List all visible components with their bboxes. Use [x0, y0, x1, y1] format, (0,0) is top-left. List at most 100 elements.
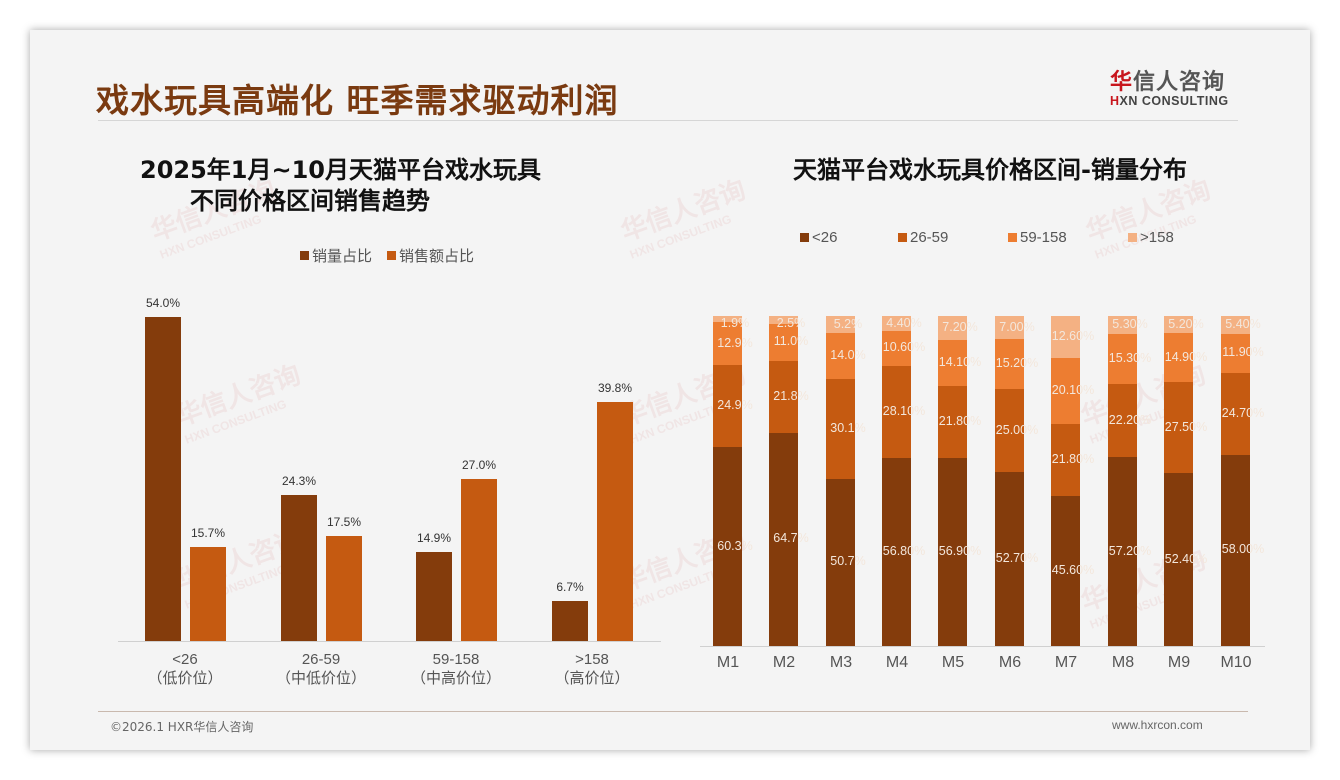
stacked-bar[interactable]: 56.80% 28.10% 10.60% 4.40% [882, 316, 925, 646]
bar-volume[interactable] [281, 495, 317, 641]
category-label: 59-158 （中高价位） [396, 650, 516, 688]
stacked-bar[interactable]: 52.70% 25.00% 15.20% 7.00% [995, 316, 1038, 646]
legend-item-59-158: 59-158 [1008, 229, 1128, 246]
bar-segment: 5.40% [1221, 316, 1261, 334]
segment-value-label: 56.80% [882, 544, 926, 559]
category-label: <26 （低价位） [125, 650, 245, 688]
month-label: M4 [885, 654, 909, 671]
bar-sales[interactable] [461, 479, 497, 641]
category-sub: （高价位） [554, 670, 630, 687]
segment-value-label: 28.10% [882, 403, 926, 418]
stacked-bar[interactable]: 60.3% 24.9% 12.9% 1.9% [713, 316, 753, 646]
bar-volume[interactable] [552, 600, 588, 641]
segment-value-label: 12.60% [1051, 328, 1095, 343]
x-axis [700, 646, 1265, 647]
segment-value-label: 52.40% [1164, 551, 1208, 566]
month-label: M7 [1054, 654, 1078, 671]
segment-value-label: 2.5% [776, 316, 806, 330]
segment-value-label: 57.20% [1108, 543, 1152, 558]
legend-label: 销售额占比 [399, 248, 475, 265]
watermark: 华信人咨询 HXN CONSULTING [170, 354, 310, 447]
bar-segment: 64.7% [769, 432, 809, 646]
stacked-bar[interactable]: 57.20% 22.20% 15.30% 5.30% [1108, 316, 1151, 646]
segment-value-label: 20.10% [1051, 382, 1095, 397]
bar-volume[interactable] [416, 551, 452, 641]
left-chart-title-line1: 2025年1月~10月天猫平台戏水玩具 [140, 156, 542, 184]
bar-sales[interactable] [190, 546, 226, 641]
x-axis [118, 641, 661, 642]
bar-segment: 5.2% [826, 316, 862, 334]
bar-segment: 4.40% [882, 316, 922, 331]
bar-volume[interactable] [145, 317, 181, 641]
right-chart-legend: <26 26-59 59-158 >158 [800, 229, 1174, 246]
month-label: M10 [1220, 654, 1252, 671]
bar-value-label: 6.7% [556, 579, 584, 594]
segment-value-label: 7.00% [999, 319, 1035, 334]
month-label: M1 [716, 654, 740, 671]
logo-cn-text: 信人咨询 [1133, 70, 1226, 95]
watermark-en: HXN CONSULTING [1087, 581, 1194, 632]
bar-segment: 7.00% [995, 316, 1035, 340]
legend-swatch [1128, 233, 1137, 242]
bar-segment: 11.0% [769, 324, 808, 361]
segment-value-label: 14.0% [830, 348, 866, 363]
legend-item-26-59: 26-59 [898, 229, 1008, 246]
bar-segment: 12.9% [713, 322, 753, 365]
footer-website[interactable]: www.hxrcon.com [1112, 718, 1203, 732]
legend-label: 59-158 [1020, 229, 1067, 246]
logo-en-red: H [1110, 94, 1120, 108]
segment-value-label: 56.90% [938, 544, 982, 559]
page-title: 戏水玩具高端化 旺季需求驱动利润 [96, 81, 619, 120]
stacked-bar[interactable]: 64.7% 21.8% 11.0% 2.5% [769, 316, 809, 646]
stacked-bar[interactable]: 45.60% 21.80% 20.10% 12.60% [1051, 316, 1094, 646]
stacked-bar[interactable]: 50.7% 30.1% 14.0% 5.2% [826, 316, 866, 646]
month-label: M3 [829, 654, 853, 671]
month-label: M2 [772, 654, 796, 671]
legend-swatch [898, 233, 907, 242]
segment-value-label: 14.10% [938, 355, 982, 370]
segment-value-label: 45.60% [1051, 562, 1095, 577]
legend-label: <26 [812, 229, 838, 246]
legend-label: >158 [1140, 229, 1174, 246]
stacked-bar[interactable]: 52.40% 27.50% 14.90% 5.20% [1164, 316, 1207, 646]
bar-segment: 21.80% [1051, 423, 1094, 496]
segment-value-label: 14.90% [1164, 349, 1208, 364]
watermark-en: HXN CONSULTING [182, 396, 289, 447]
category-range: 59-158 [432, 651, 480, 668]
segment-value-label: 22.20% [1108, 412, 1152, 427]
bar-segment: 21.80% [938, 386, 981, 459]
stacked-bar[interactable]: 58.00% 24.70% 11.90% 5.40% [1221, 316, 1264, 646]
legend-swatch [1008, 233, 1017, 242]
bar-segment: 28.10% [882, 365, 925, 459]
segment-value-label: 11.90% [1222, 345, 1264, 360]
left-chart-title-line2: 不同价格区间销售趋势 [190, 187, 430, 215]
logo-en-text: XN CONSULTING [1119, 94, 1229, 108]
bar-segment: 45.60% [1051, 495, 1094, 646]
category-range: <26 [172, 651, 198, 668]
stacked-bar[interactable]: 56.90% 21.80% 14.10% 7.20% [938, 316, 981, 646]
category-sub: （低价位） [147, 670, 223, 687]
bar-value-label: 27.0% [461, 458, 497, 472]
month-label: M6 [998, 654, 1022, 671]
bar-sales[interactable] [597, 402, 633, 641]
bar-segment: 5.30% [1108, 316, 1148, 334]
footer-copyright: ©2026.1 HXR华信人咨询 [110, 720, 254, 734]
bar-segment: 14.10% [938, 339, 981, 387]
slide: 戏水玩具高端化 旺季需求驱动利润 华信人咨询 HXN CONSULTING 华信… [30, 30, 1310, 750]
footer-divider [98, 711, 1248, 712]
bar-segment: 57.20% [1108, 457, 1151, 646]
segment-value-label: 60.3% [717, 538, 753, 553]
segment-value-label: 27.50% [1164, 419, 1208, 434]
month-label: M9 [1167, 654, 1191, 671]
logo-cn-red: 华 [1110, 70, 1134, 95]
segment-value-label: 7.20% [942, 319, 978, 334]
segment-value-label: 15.30% [1108, 350, 1152, 365]
bar-sales[interactable] [326, 536, 362, 641]
bar-segment: 52.40% [1164, 473, 1207, 646]
bar-segment: 12.60% [1051, 316, 1094, 358]
segment-value-label: 58.00% [1221, 542, 1265, 557]
bar-value-label: 54.0% [145, 296, 181, 310]
bar-segment: 22.20% [1108, 384, 1151, 458]
segment-value-label: 11.0% [773, 334, 809, 349]
bar-segment: 15.30% [1108, 333, 1151, 384]
